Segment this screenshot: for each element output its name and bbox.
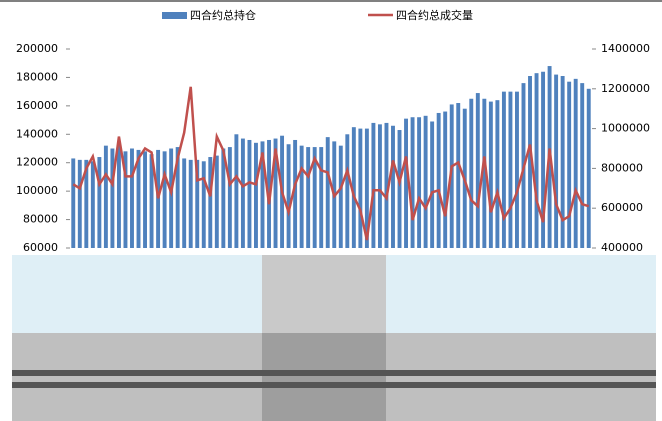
bar xyxy=(561,76,565,248)
bar xyxy=(254,143,258,248)
y-tick-label: 160000 xyxy=(16,99,58,112)
y2-tick-label: 1000000 xyxy=(601,122,650,135)
bar xyxy=(215,156,219,248)
corrupted-area xyxy=(12,255,656,421)
bar xyxy=(169,149,173,249)
y-tick-label: 180000 xyxy=(16,70,58,83)
bar xyxy=(228,147,232,248)
y2-tick-label: 800000 xyxy=(601,161,643,174)
bar xyxy=(241,139,245,248)
bar xyxy=(535,73,539,248)
bar xyxy=(247,140,251,248)
y-tick-label: 140000 xyxy=(16,127,58,140)
bar xyxy=(567,82,571,248)
bar xyxy=(163,151,167,248)
bar xyxy=(404,119,408,248)
bar xyxy=(156,150,160,248)
y2-tick-label: 400000 xyxy=(601,241,643,254)
y2-tick-label: 1200000 xyxy=(601,82,650,95)
bar xyxy=(469,99,473,248)
bar xyxy=(345,134,349,248)
bar xyxy=(391,126,395,248)
bar xyxy=(358,129,362,248)
bar xyxy=(411,117,415,248)
y-tick-label: 200000 xyxy=(16,42,58,55)
bar xyxy=(580,83,584,248)
bar xyxy=(587,89,591,248)
bar xyxy=(443,112,447,248)
bar xyxy=(143,151,147,248)
bar xyxy=(182,158,186,248)
bar xyxy=(117,144,121,248)
bar xyxy=(287,144,291,248)
bar xyxy=(234,134,238,248)
y2-tick-label: 1400000 xyxy=(601,42,650,55)
bar xyxy=(508,92,512,248)
bar xyxy=(78,160,82,248)
legend-swatch xyxy=(162,12,187,19)
bar xyxy=(104,146,108,248)
bar xyxy=(202,161,206,248)
y2-tick-label: 600000 xyxy=(601,201,643,214)
bar xyxy=(130,149,134,249)
bar xyxy=(515,92,519,248)
bar xyxy=(495,100,499,248)
bar xyxy=(476,93,480,248)
bar xyxy=(91,161,95,248)
bar xyxy=(554,75,558,248)
bar xyxy=(71,158,75,248)
bar xyxy=(417,117,421,248)
legend-label: 四合约总持仓 xyxy=(190,8,256,22)
bar xyxy=(208,157,212,248)
bar xyxy=(456,103,460,248)
legend-label: 四合约总成交量 xyxy=(396,8,473,22)
bar xyxy=(502,92,506,248)
bar xyxy=(319,147,323,248)
bar xyxy=(97,157,101,248)
bar xyxy=(326,137,330,248)
bar xyxy=(371,123,375,248)
y-tick-label: 100000 xyxy=(16,184,58,197)
chart: 60000 80000 100000 120000 140000 160000 180000… xyxy=(0,0,662,421)
bar xyxy=(424,116,428,248)
bar xyxy=(339,146,343,248)
bar xyxy=(489,102,493,248)
bar xyxy=(430,121,434,248)
bar xyxy=(189,160,193,248)
bar xyxy=(110,149,114,249)
bar xyxy=(398,130,402,248)
bar xyxy=(378,124,382,248)
bar xyxy=(300,146,304,248)
bar xyxy=(437,113,441,248)
bar xyxy=(574,79,578,248)
y-tick-label: 60000 xyxy=(23,241,58,254)
bar xyxy=(306,147,310,248)
y-tick-label: 120000 xyxy=(16,156,58,169)
y-tick-label: 80000 xyxy=(23,213,58,226)
